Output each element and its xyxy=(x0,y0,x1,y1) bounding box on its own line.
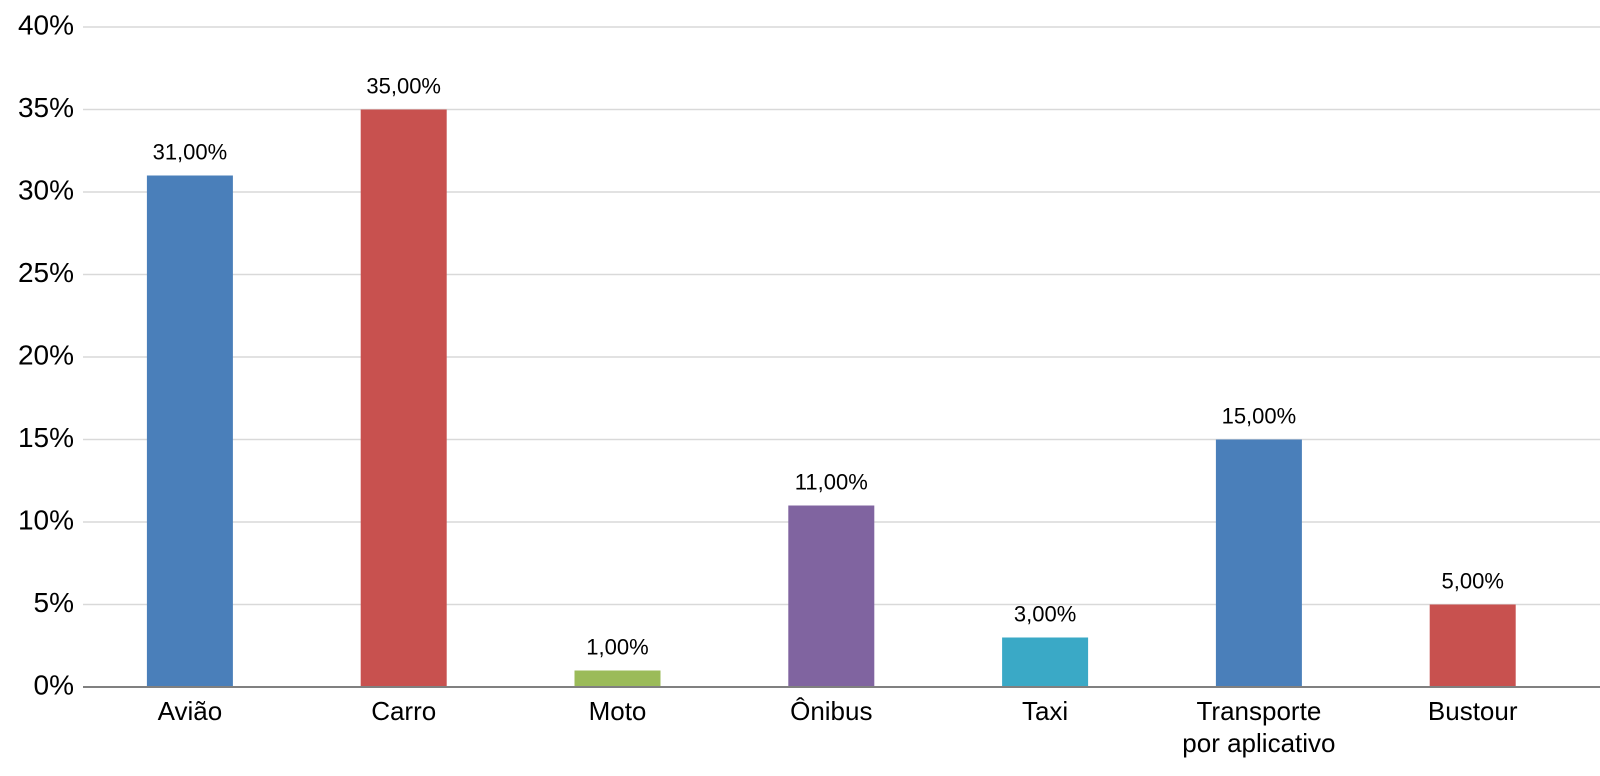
x-tick-label: Ônibus xyxy=(790,696,872,726)
value-label: 3,00% xyxy=(1014,601,1076,626)
bar xyxy=(1002,637,1089,687)
value-label: 5,00% xyxy=(1442,568,1504,593)
x-tick-label: Avião xyxy=(158,696,223,726)
bar xyxy=(1429,604,1516,687)
y-tick-label: 30% xyxy=(18,174,74,205)
bar xyxy=(574,670,661,687)
y-tick-label: 25% xyxy=(18,257,74,288)
bar xyxy=(146,175,233,687)
x-tick-label: Transporte por aplicativo xyxy=(1182,696,1335,758)
y-tick-label: 10% xyxy=(18,504,74,535)
bar xyxy=(360,109,447,687)
y-tick-label: 40% xyxy=(18,9,74,40)
value-label: 15,00% xyxy=(1222,403,1297,428)
x-tick-label: Moto xyxy=(589,696,647,726)
x-tick-label: Bustour xyxy=(1428,696,1518,726)
bar xyxy=(788,505,875,687)
y-tick-label: 0% xyxy=(34,669,74,700)
x-tick-label: Carro xyxy=(371,696,436,726)
value-label: 1,00% xyxy=(586,634,648,659)
y-tick-label: 20% xyxy=(18,339,74,370)
y-tick-label: 35% xyxy=(18,92,74,123)
value-label: 35,00% xyxy=(366,73,441,98)
y-tick-label: 5% xyxy=(34,587,74,618)
y-tick-label: 15% xyxy=(18,422,74,453)
bar xyxy=(1215,439,1302,687)
value-label: 31,00% xyxy=(153,139,228,164)
x-tick-label: Taxi xyxy=(1022,696,1068,726)
value-label: 11,00% xyxy=(795,469,868,494)
